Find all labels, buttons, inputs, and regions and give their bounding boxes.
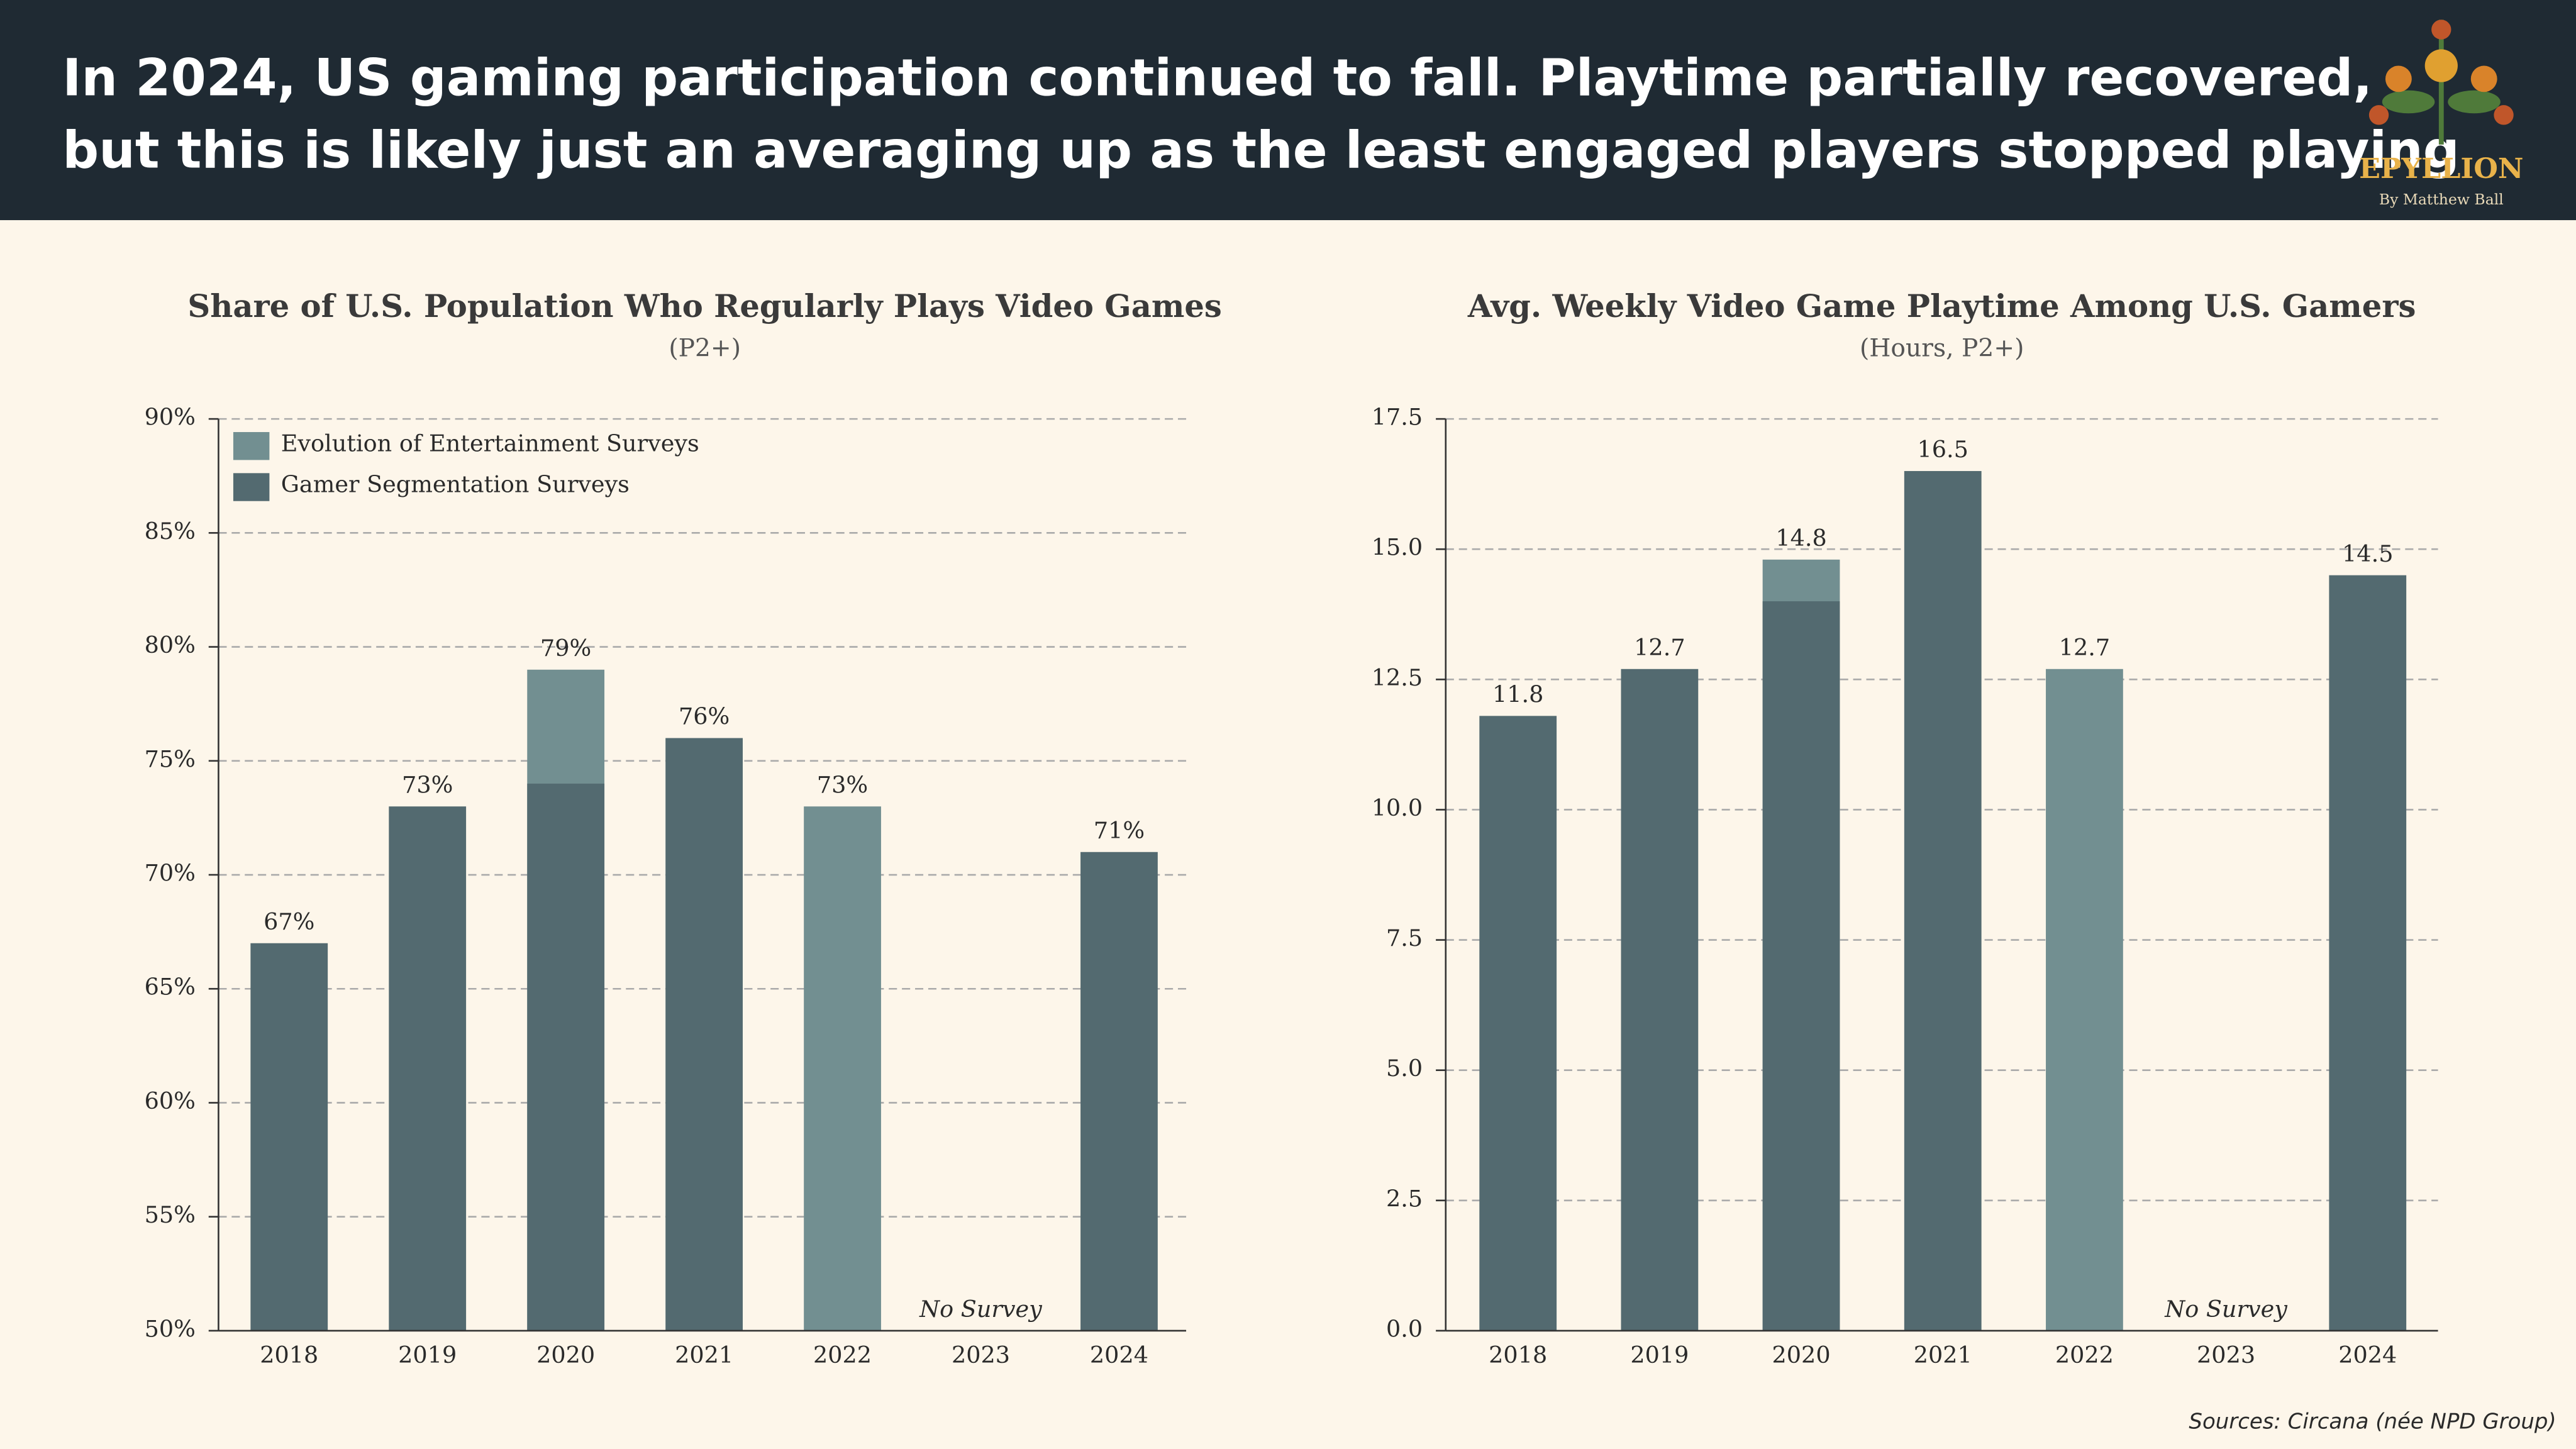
annotation: No Survey bbox=[919, 1296, 1043, 1323]
bar bbox=[1479, 716, 1557, 1331]
source-note: Sources: Circana (née NPD Group) bbox=[2189, 1409, 2556, 1435]
bar bbox=[527, 784, 605, 1331]
bar bbox=[1904, 470, 1982, 1331]
bar bbox=[250, 943, 328, 1331]
y-tick-label: 90% bbox=[145, 404, 196, 431]
x-tick-label: 2023 bbox=[952, 1341, 1010, 1368]
data-label: 14.8 bbox=[1775, 525, 1826, 552]
y-tick-label: 7.5 bbox=[1386, 924, 1423, 952]
data-label: 12.7 bbox=[1634, 634, 1685, 661]
data-label: 12.7 bbox=[2059, 634, 2110, 661]
y-tick-label: 80% bbox=[145, 631, 196, 658]
legend-swatch bbox=[233, 473, 270, 501]
chart-subtitle: (Hours, P2+) bbox=[1860, 334, 2024, 362]
x-tick-label: 2021 bbox=[1914, 1341, 1972, 1368]
legend-label: Evolution of Entertainment Surveys bbox=[281, 430, 699, 457]
y-tick-label: 70% bbox=[145, 860, 196, 887]
bar bbox=[2329, 575, 2407, 1331]
y-tick-label: 5.0 bbox=[1386, 1055, 1423, 1082]
legend-label: Gamer Segmentation Surveys bbox=[281, 471, 630, 498]
chart-title: Avg. Weekly Video Game Playtime Among U.… bbox=[1467, 287, 2416, 325]
legend-swatch bbox=[233, 432, 270, 460]
y-tick-label: 15.0 bbox=[1372, 534, 1423, 561]
header-title-line: but this is likely just an averaging up … bbox=[62, 121, 2460, 180]
data-label: 11.8 bbox=[1492, 680, 1543, 708]
y-tick-label: 75% bbox=[145, 745, 196, 772]
x-tick-label: 2018 bbox=[1489, 1341, 1547, 1368]
bar bbox=[2046, 669, 2123, 1331]
data-label: 76% bbox=[679, 703, 730, 730]
x-tick-label: 2024 bbox=[1090, 1341, 1148, 1368]
x-tick-label: 2022 bbox=[2055, 1341, 2114, 1368]
data-label: 71% bbox=[1094, 817, 1145, 844]
data-label: 67% bbox=[264, 908, 314, 935]
y-tick-label: 17.5 bbox=[1372, 404, 1423, 431]
bar bbox=[1762, 601, 1840, 1331]
bar bbox=[804, 806, 881, 1331]
y-tick-label: 2.5 bbox=[1386, 1185, 1423, 1212]
header-bar bbox=[0, 0, 2576, 221]
x-tick-label: 2023 bbox=[2197, 1341, 2255, 1368]
y-tick-label: 0.0 bbox=[1386, 1315, 1423, 1342]
x-tick-label: 2024 bbox=[2338, 1341, 2397, 1368]
bar bbox=[665, 738, 743, 1331]
logo-icon bbox=[2368, 19, 2514, 145]
y-tick-label: 85% bbox=[145, 518, 196, 545]
logo-text: EPYLLION bbox=[2359, 152, 2523, 185]
y-tick-label: 10.0 bbox=[1372, 794, 1423, 821]
data-label: 79% bbox=[540, 635, 591, 662]
logo-byline: By Matthew Ball bbox=[2379, 191, 2504, 208]
annotation: No Survey bbox=[2164, 1296, 2288, 1323]
x-tick-label: 2020 bbox=[536, 1341, 595, 1368]
chart-subtitle: (P2+) bbox=[669, 334, 741, 362]
header-title-line: In 2024, US gaming participation continu… bbox=[62, 49, 2372, 108]
y-tick-label: 12.5 bbox=[1372, 664, 1423, 691]
data-label: 16.5 bbox=[1918, 436, 1968, 463]
chart-title: Share of U.S. Population Who Regularly P… bbox=[187, 287, 1221, 325]
bar bbox=[1621, 669, 1699, 1331]
x-tick-label: 2018 bbox=[260, 1341, 318, 1368]
x-tick-label: 2022 bbox=[813, 1341, 872, 1368]
data-label: 14.5 bbox=[2342, 540, 2393, 567]
y-tick-label: 60% bbox=[145, 1087, 196, 1114]
x-tick-label: 2021 bbox=[675, 1341, 733, 1368]
bar bbox=[389, 806, 467, 1331]
y-tick-label: 55% bbox=[145, 1201, 196, 1228]
data-label: 73% bbox=[817, 771, 868, 798]
bar bbox=[1080, 852, 1158, 1331]
x-tick-label: 2019 bbox=[1630, 1341, 1689, 1368]
y-tick-label: 50% bbox=[145, 1315, 196, 1342]
y-tick-label: 65% bbox=[145, 974, 196, 1001]
x-tick-label: 2019 bbox=[398, 1341, 457, 1368]
data-label: 73% bbox=[402, 771, 453, 798]
x-tick-label: 2020 bbox=[1772, 1341, 1831, 1368]
